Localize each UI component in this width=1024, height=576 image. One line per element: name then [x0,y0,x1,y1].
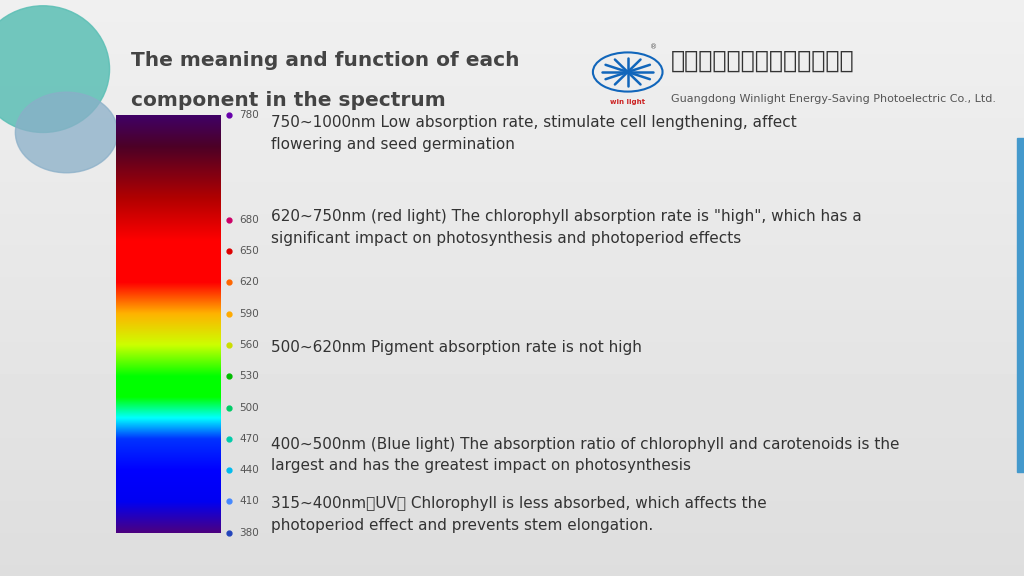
Text: The meaning and function of each: The meaning and function of each [131,51,519,70]
Text: 410: 410 [239,497,259,506]
Text: 500~620nm Pigment absorption rate is not high: 500~620nm Pigment absorption rate is not… [271,340,642,355]
Text: 315~400nm（UV） Chlorophyll is less absorbed, which affects the
photoperiod effect: 315~400nm（UV） Chlorophyll is less absorb… [271,497,767,533]
Text: 620: 620 [239,277,259,287]
Text: 680: 680 [239,215,259,225]
Text: 530: 530 [239,371,259,381]
Ellipse shape [0,6,110,132]
Text: component in the spectrum: component in the spectrum [131,92,445,110]
Text: 750~1000nm Low absorption rate, stimulate cell lengthening, affect
flowering and: 750~1000nm Low absorption rate, stimulat… [271,115,797,152]
Text: 620~750nm (red light) The chlorophyll absorption rate is "high", which has a
sig: 620~750nm (red light) The chlorophyll ab… [271,209,862,246]
Text: 590: 590 [239,309,259,319]
Text: 650: 650 [239,246,259,256]
Text: 400~500nm (Blue light) The absorption ratio of chlorophyll and carotenoids is th: 400~500nm (Blue light) The absorption ra… [271,437,900,473]
Text: 440: 440 [239,465,259,475]
Text: 380: 380 [239,528,259,538]
Ellipse shape [15,92,118,173]
Text: 470: 470 [239,434,259,444]
Text: 广东伟照业光电节能有限公司: 广东伟照业光电节能有限公司 [671,48,854,73]
Text: Guangdong Winlight Energy-Saving Photoelectric Co., Ltd.: Guangdong Winlight Energy-Saving Photoel… [671,94,995,104]
Text: 780: 780 [239,110,259,120]
Text: 560: 560 [239,340,259,350]
Bar [1017,138,1024,472]
Text: win light: win light [610,99,645,105]
Text: 500: 500 [239,403,259,412]
Text: ®: ® [650,45,656,51]
